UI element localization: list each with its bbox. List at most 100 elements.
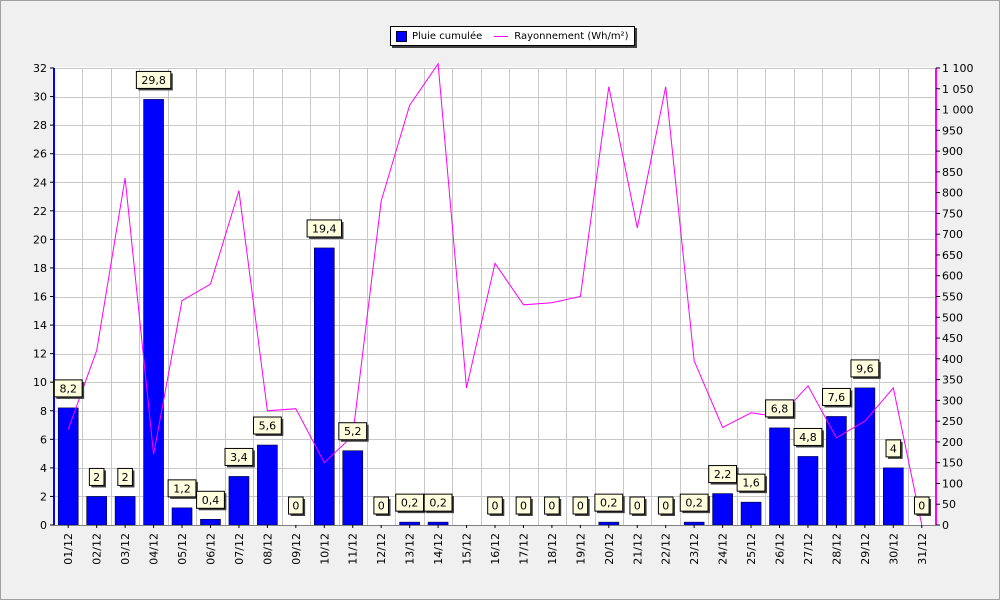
data-label-24/12: 2,2 (708, 465, 739, 485)
x-tick-label-23/12: 23/12 (688, 533, 701, 565)
data-label-04/12: 29,8 (135, 70, 173, 91)
x-tick-label-19/12: 19/12 (574, 533, 587, 565)
data-label-text: 29,8 (141, 74, 166, 87)
y-left-tick-label: 32 (33, 62, 47, 75)
data-label-text: 7,6 (828, 391, 846, 404)
y-right-tick-label: 650 (942, 249, 963, 262)
data-label-text: 0 (918, 500, 925, 513)
y-right-tick-label: 350 (942, 374, 963, 387)
y-right-tick-label: 450 (942, 332, 963, 345)
x-tick-label-18/12: 18/12 (546, 533, 559, 565)
legend-label-radiation: Rayonnement (Wh/m²) (514, 30, 629, 42)
data-label-box (487, 496, 503, 515)
data-label-text: 5,6 (259, 420, 277, 433)
x-tick-label-14/12: 14/12 (432, 533, 445, 565)
x-tick-label-11/12: 11/12 (347, 533, 360, 565)
y-right-tick-label: 1 100 (942, 62, 974, 75)
data-label-box (657, 496, 674, 515)
data-label-text: 0,2 (401, 497, 419, 510)
y-left-tick-label: 20 (33, 233, 47, 246)
bar-02/12 (86, 496, 107, 526)
data-label-text: 0 (634, 500, 641, 513)
bar-05/12 (171, 507, 193, 526)
data-label-box (544, 496, 560, 515)
y-left-tick-label: 4 (40, 462, 47, 475)
bar-14/12 (427, 521, 449, 526)
y-left-tick-label: 8 (40, 405, 47, 418)
x-tick-label-03/12: 03/12 (119, 533, 132, 565)
data-label-03/12: 2 (117, 467, 135, 488)
data-label-text: 0 (378, 500, 385, 513)
data-label-box (373, 496, 389, 515)
y-left-tick-label: 22 (33, 205, 47, 218)
x-tick-label-15/12: 15/12 (461, 533, 474, 565)
x-tick-label-29/12: 29/12 (859, 533, 872, 565)
y-right-tick-label: 200 (942, 436, 963, 449)
data-label-box (629, 496, 646, 515)
y-right-tick-label: 600 (942, 270, 963, 283)
data-label-box (306, 219, 342, 238)
data-label-14/12: 0,2 (423, 493, 454, 514)
data-label-text: 0 (548, 500, 555, 513)
data-label-box (88, 467, 105, 486)
data-label-box (338, 422, 368, 441)
x-tick-label-26/12: 26/12 (774, 533, 787, 565)
x-tick-label-09/12: 09/12 (290, 533, 303, 565)
bar-28/12 (826, 416, 847, 526)
data-label-01/12: 8,2 (53, 379, 85, 399)
y-left-tick-label: 2 (40, 490, 47, 503)
y-right-tick-label: 1 050 (942, 83, 974, 96)
y-left-tick-label: 6 (40, 433, 47, 446)
data-label-box (423, 493, 453, 512)
data-label-11/12: 5,2 (338, 422, 369, 442)
y-left-tick-label: 12 (33, 348, 47, 361)
y-right-tick-label: 700 (942, 228, 963, 241)
x-tick-label-28/12: 28/12 (830, 533, 843, 565)
data-label-box (885, 439, 902, 458)
bar-03/12 (114, 496, 136, 526)
y-right-tick-label: 0 (942, 519, 949, 532)
data-label-box (252, 416, 282, 435)
y-right-tick-label: 900 (942, 145, 963, 158)
bar-04/12 (143, 99, 164, 526)
data-label-text: 8,2 (59, 382, 77, 395)
data-label-12/12: 0 (373, 496, 391, 516)
data-label-31/12: 0 (913, 496, 932, 516)
bar-20/12 (598, 521, 620, 526)
data-label-box (167, 479, 197, 498)
x-tick-label-24/12: 24/12 (717, 533, 730, 565)
bar-29/12 (854, 387, 876, 526)
data-label-text: 0,4 (202, 494, 220, 507)
y-right-tick-label: 50 (942, 498, 956, 511)
data-label-text: 0,2 (600, 497, 618, 510)
data-label-16/12: 0 (487, 496, 505, 516)
data-label-box (224, 447, 254, 466)
data-label-27/12: 4,8 (793, 427, 824, 448)
x-tick-label-02/12: 02/12 (91, 533, 104, 565)
data-label-text: 2,2 (714, 468, 732, 481)
y-right-tick-label: 100 (942, 477, 963, 490)
data-label-26/12: 6,8 (765, 399, 796, 419)
x-tick-label-13/12: 13/12 (404, 533, 417, 565)
data-label-text: 2 (93, 471, 100, 484)
y-right-tick-label: 150 (942, 457, 963, 470)
x-tick-label-22/12: 22/12 (660, 533, 673, 565)
x-tick-label-08/12: 08/12 (261, 533, 274, 565)
bar-26/12 (769, 427, 790, 526)
x-tick-label-30/12: 30/12 (887, 533, 900, 565)
data-label-text: 6,8 (771, 402, 789, 415)
y-right-tick-label: 550 (942, 291, 963, 304)
data-label-text: 5,2 (344, 425, 362, 438)
x-tick-label-06/12: 06/12 (204, 533, 217, 565)
data-label-box (135, 70, 172, 89)
data-label-box (395, 493, 425, 512)
bar-13/12 (399, 521, 420, 526)
x-tick-label-27/12: 27/12 (802, 533, 815, 565)
y-right-tick-label: 500 (942, 311, 963, 324)
data-label-box (708, 465, 738, 484)
bar-23/12 (683, 521, 705, 526)
y-right-tick-label: 750 (942, 207, 963, 220)
data-label-box (515, 496, 532, 515)
x-tick-label-25/12: 25/12 (745, 533, 758, 565)
